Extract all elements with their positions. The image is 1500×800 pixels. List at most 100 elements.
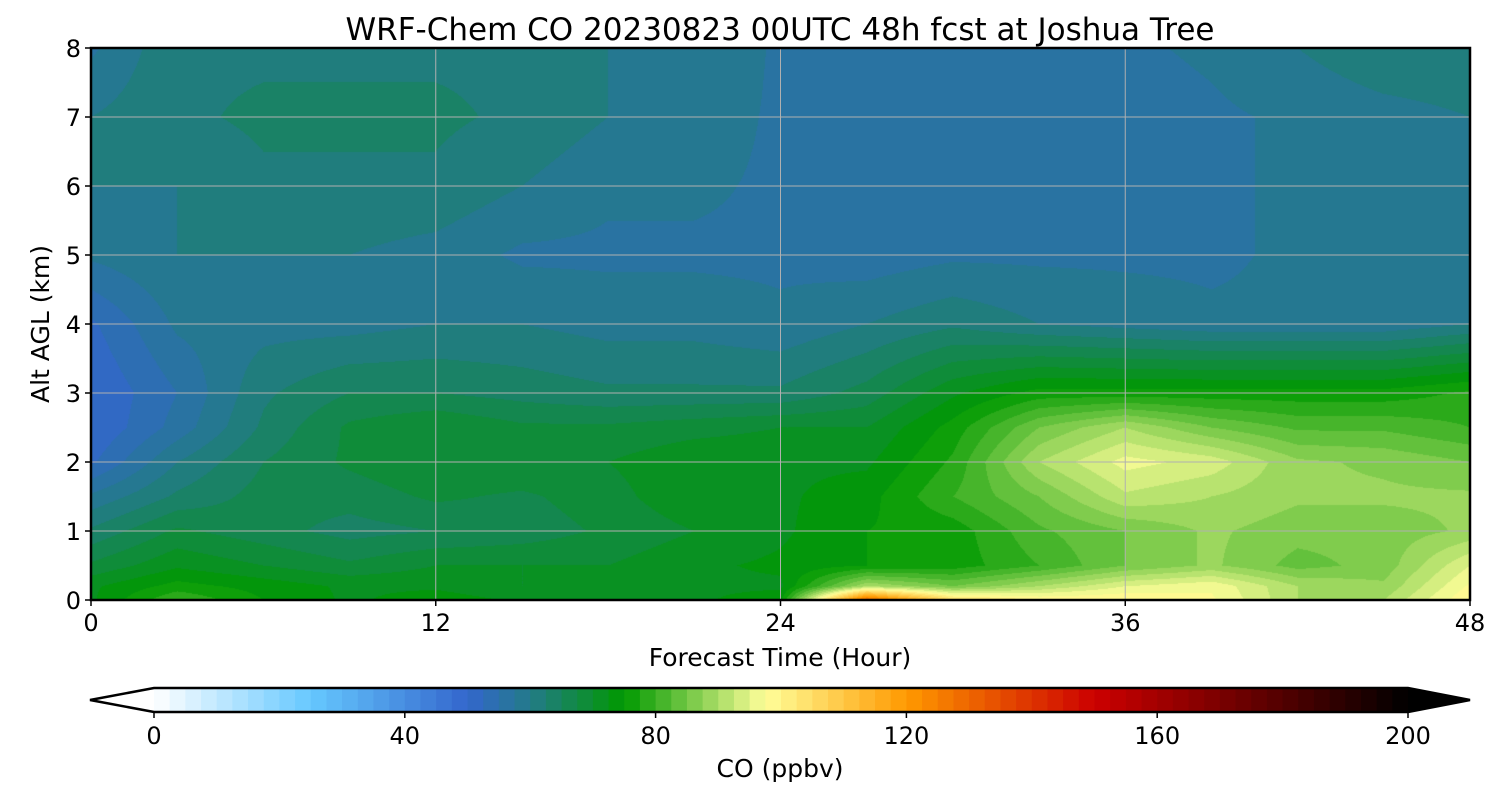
colorbar-bin bbox=[436, 688, 453, 712]
colorbar-bin bbox=[953, 688, 970, 712]
colorbar-bin bbox=[1157, 688, 1174, 712]
colorbar-bin bbox=[1063, 688, 1080, 712]
y-tick-label: 5 bbox=[66, 242, 81, 270]
colorbar-bin bbox=[702, 688, 719, 712]
y-tick-label: 3 bbox=[66, 380, 81, 408]
colorbar-bin bbox=[1376, 688, 1393, 712]
colorbar-bin bbox=[1298, 688, 1315, 712]
colorbar-tick-label: 80 bbox=[640, 722, 671, 750]
colorbar-bin bbox=[467, 688, 484, 712]
colorbar-bin bbox=[937, 688, 955, 712]
colorbar-bin bbox=[875, 688, 892, 712]
colorbar-bin bbox=[749, 688, 766, 712]
colorbar-bin bbox=[922, 688, 939, 712]
colorbar-bin bbox=[859, 688, 876, 712]
colorbar-bin bbox=[1188, 688, 1205, 712]
colorbar-bin bbox=[718, 688, 735, 712]
colorbar-bin bbox=[498, 688, 516, 712]
colorbar-bin bbox=[1329, 688, 1346, 712]
colorbar-tick-label: 40 bbox=[390, 722, 421, 750]
colorbar-bin bbox=[216, 688, 233, 712]
colorbar-bin bbox=[765, 688, 782, 712]
colorbar-bin bbox=[342, 688, 359, 712]
colorbar-bin bbox=[1172, 688, 1190, 712]
gridlines bbox=[90, 47, 1471, 601]
y-tick-label: 7 bbox=[66, 104, 81, 132]
colorbar-bin bbox=[577, 688, 594, 712]
y-tick-label: 0 bbox=[66, 587, 81, 615]
colorbar-bin bbox=[1000, 688, 1017, 712]
colorbar-tick-label: 160 bbox=[1134, 722, 1180, 750]
colorbar-bin bbox=[796, 688, 813, 712]
colorbar-bin bbox=[404, 688, 422, 712]
colorbar-bin bbox=[389, 688, 406, 712]
colorbar-bin bbox=[1016, 688, 1033, 712]
colorbar-extend-min bbox=[90, 688, 154, 712]
y-tick-label: 4 bbox=[66, 311, 81, 339]
colorbar-bin bbox=[232, 688, 249, 712]
colorbar-bin bbox=[1266, 688, 1284, 712]
colorbar-bin bbox=[248, 688, 265, 712]
x-tick-label: 12 bbox=[420, 609, 451, 637]
colorbar-bin bbox=[890, 688, 907, 712]
colorbar-bin bbox=[608, 688, 625, 712]
colorbar-bin bbox=[169, 688, 186, 712]
y-axis-label: Alt AGL (km) bbox=[26, 245, 55, 403]
colorbar-bin bbox=[357, 688, 375, 712]
colorbar-bin bbox=[592, 688, 610, 712]
colorbar-bin bbox=[545, 688, 563, 712]
colorbar-bin bbox=[530, 688, 547, 712]
colorbar-bin bbox=[686, 688, 704, 712]
x-tick-label: 24 bbox=[765, 609, 796, 637]
colorbar-bin bbox=[1235, 688, 1252, 712]
colorbar-bin bbox=[1282, 688, 1299, 712]
y-tick-label: 1 bbox=[66, 518, 81, 546]
colorbar-tick-label: 0 bbox=[146, 722, 161, 750]
colorbar-bin bbox=[1360, 688, 1378, 712]
colorbar-bin bbox=[1141, 688, 1158, 712]
colorbar-bin bbox=[310, 688, 328, 712]
colorbar-bin bbox=[483, 688, 500, 712]
colorbar-bin bbox=[1251, 688, 1268, 712]
colorbar-bin bbox=[624, 688, 641, 712]
x-tick-label: 48 bbox=[1455, 609, 1486, 637]
colorbar-bin bbox=[1125, 688, 1143, 712]
colorbar-bin bbox=[561, 688, 578, 712]
colorbar-bin bbox=[781, 688, 798, 712]
x-tick-label: 36 bbox=[1110, 609, 1141, 637]
colorbar-tick-label: 200 bbox=[1385, 722, 1431, 750]
colorbar-bin bbox=[812, 688, 829, 712]
colorbar-bin bbox=[969, 688, 986, 712]
colorbar-bin bbox=[843, 688, 860, 712]
colorbar-bin bbox=[1047, 688, 1064, 712]
colorbar-tick-label: 120 bbox=[883, 722, 929, 750]
colorbar-bin bbox=[514, 688, 531, 712]
colorbar-bin bbox=[655, 688, 672, 712]
chart-title: WRF-Chem CO 20230823 00UTC 48h fcst at J… bbox=[346, 12, 1215, 48]
x-tick-label: 0 bbox=[83, 609, 98, 637]
colorbar-bin bbox=[1110, 688, 1127, 712]
colorbar-bin bbox=[420, 688, 437, 712]
colorbar-bin bbox=[1031, 688, 1049, 712]
colorbar-bin bbox=[451, 688, 469, 712]
colorbar-bin bbox=[1094, 688, 1111, 712]
colorbar-bin bbox=[639, 688, 657, 712]
x-axis-ticks: 0 12 24 36 48 bbox=[83, 600, 1485, 637]
colorbar-bin bbox=[1345, 688, 1362, 712]
colorbar-bin bbox=[1078, 688, 1096, 712]
colorbar-bin bbox=[373, 688, 390, 712]
colorbar-bin bbox=[671, 688, 688, 712]
y-tick-label: 8 bbox=[66, 35, 81, 63]
y-tick-label: 6 bbox=[66, 173, 81, 201]
colorbar-bin bbox=[263, 688, 280, 712]
colorbar-ticks: 0 40 80 120 160 200 bbox=[146, 712, 1431, 750]
colorbar-bin bbox=[733, 688, 751, 712]
colorbar-bin bbox=[154, 688, 171, 712]
colorbar-bin bbox=[326, 688, 343, 712]
colorbar-bin bbox=[279, 688, 296, 712]
colorbar-bin bbox=[828, 688, 845, 712]
colorbar-bin bbox=[185, 688, 202, 712]
colorbar bbox=[89, 686, 1471, 714]
